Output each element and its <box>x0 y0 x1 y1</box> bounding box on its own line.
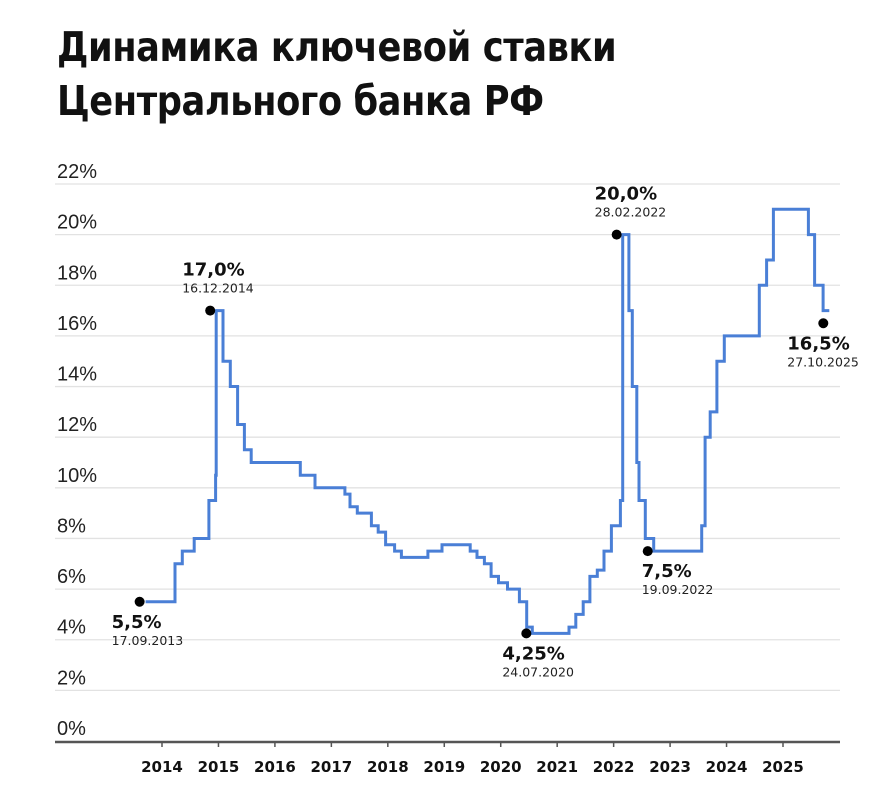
y-tick-label: 16% <box>57 313 97 335</box>
y-tick-label: 14% <box>57 364 97 386</box>
x-tick-label: 2019 <box>423 758 465 776</box>
y-tick-label: 8% <box>57 515 86 537</box>
annotation-marker <box>134 596 145 607</box>
y-tick-label: 12% <box>57 414 97 436</box>
x-tick-label: 2025 <box>762 758 804 776</box>
y-tick-label: 22% <box>57 161 97 183</box>
annotation-marker <box>818 318 829 329</box>
annotation-value: 7,5% <box>642 561 692 582</box>
annotation-date: 17.09.2013 <box>112 633 184 648</box>
key-rate-line <box>145 207 830 635</box>
y-tick-label: 4% <box>57 617 86 639</box>
annotation-marker <box>521 628 532 639</box>
x-tick-label: 2021 <box>536 758 578 776</box>
annotation-value: 17,0% <box>182 260 244 281</box>
y-tick-label: 10% <box>57 465 97 487</box>
annotation-date: 27.10.2025 <box>787 354 859 369</box>
x-tick-label: 2016 <box>254 758 296 776</box>
x-tick-label: 2015 <box>198 758 240 776</box>
annotation-value: 5,5% <box>112 612 162 633</box>
annotation-date: 16.12.2014 <box>182 281 254 296</box>
annotation-marker <box>205 305 216 316</box>
y-tick-label: 18% <box>57 262 97 284</box>
x-tick-label: 2022 <box>593 758 635 776</box>
y-tick-label: 2% <box>57 667 86 689</box>
y-axis-labels: 0% 2% 4% 6% 8% 10% 12% 14% 16% 18% 20% 22% <box>57 161 97 740</box>
chart-title-line-2: Центрального банка РФ <box>57 77 544 125</box>
x-tick-label: 2023 <box>649 758 691 776</box>
y-tick-label: 0% <box>57 718 86 740</box>
annotation-marker <box>611 229 622 240</box>
chart-title: Динамика ключевой ставки Центрального ба… <box>57 20 617 128</box>
x-axis: 2014 2015 2016 2017 2018 2019 2020 2021 2022 2023… <box>55 740 840 776</box>
gridlines <box>55 183 840 692</box>
y-tick-label: 20% <box>57 212 97 234</box>
annotation-value: 16,5% <box>787 333 849 354</box>
x-tick-label: 2014 <box>141 758 183 776</box>
x-tick-label: 2018 <box>367 758 409 776</box>
x-tick-label: 2020 <box>480 758 522 776</box>
annotation-date: 24.07.2020 <box>502 664 574 679</box>
y-tick-label: 6% <box>57 566 86 588</box>
annotation-date: 28.02.2022 <box>595 205 667 220</box>
annotation-value: 4,25% <box>502 643 564 664</box>
annotation-value: 20,0% <box>595 184 657 205</box>
x-tick-label: 2017 <box>310 758 352 776</box>
annotation-date: 19.09.2022 <box>642 582 714 597</box>
annotation-marker <box>642 546 653 557</box>
annotations: 5,5%17.09.2013 17,0%16.12.2014 4,25%24.07.… <box>112 184 859 680</box>
chart-title-line-1: Динамика ключевой ставки <box>57 23 617 71</box>
x-tick-label: 2024 <box>706 758 748 776</box>
